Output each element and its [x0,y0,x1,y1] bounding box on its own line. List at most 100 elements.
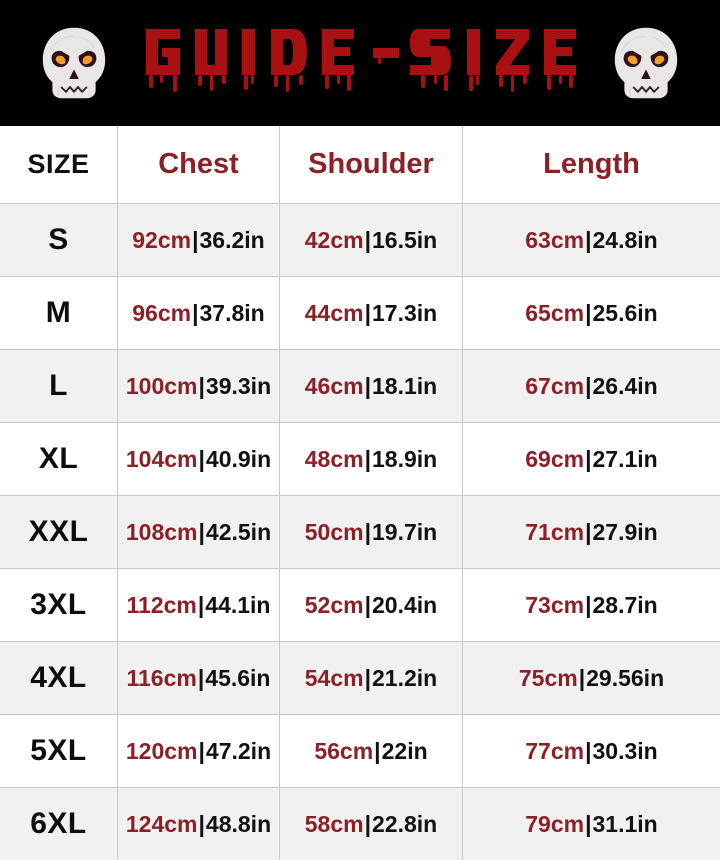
chest-cm-value: 108cm [125,518,198,545]
chest-cm-value: 120cm [125,737,198,764]
length-cm-value: 73cm [525,591,585,618]
length-cm-value: 75cm [518,664,578,691]
shoulder-in-value: 22.8in [372,810,438,837]
cell-shoulder: 46cm | 18.1in [280,350,463,422]
shoulder-cm-value: 42cm [304,226,364,253]
chest-cm-value: 116cm [126,664,197,691]
cell-length: 73cm | 28.7in [463,569,720,641]
shoulder-measurement: 48cm | 18.9in [305,446,437,473]
cell-chest: 116cm | 45.6in [118,642,280,714]
size-label: XXL [28,515,89,548]
length-measurement: 69cm | 27.1in [525,446,657,473]
table-row: XXL 108cm | 42.5in 50cm | 19.7in 71cm | 27.9in [0,496,720,569]
cell-shoulder: 56cm | 22in [280,715,463,787]
cell-size: M [0,277,118,349]
cell-shoulder: 54cm | 21.2in [280,642,463,714]
chest-measurement: 120cm | 47.2in [126,738,271,765]
chest-measurement: 96cm | 37.8in [132,300,264,327]
shoulder-cm-value: 56cm [314,737,374,764]
shoulder-cm-value: 58cm [304,810,364,837]
chest-in-value: 42.5in [205,518,272,545]
column-header-shoulder-label: Shoulder [308,148,434,180]
cell-length: 65cm | 25.6in [463,277,720,349]
unit-separator: | [585,299,592,326]
column-header-chest-label: Chest [158,148,239,180]
length-in-value: 30.3in [592,737,658,764]
cell-chest: 120cm | 47.2in [118,715,280,787]
length-cm-value: 79cm [525,810,585,837]
cell-chest: 108cm | 42.5in [118,496,280,568]
length-measurement: 73cm | 28.7in [525,592,657,619]
chest-cm-value: 92cm [132,226,192,253]
length-cm-value: 69cm [525,445,585,472]
shoulder-in-value: 20.4in [372,591,438,618]
cell-shoulder: 42cm | 16.5in [280,204,463,276]
unit-separator: | [585,737,592,764]
chest-measurement: 112cm | 44.1in [126,592,270,619]
cell-shoulder: 44cm | 17.3in [280,277,463,349]
length-in-value: 27.9in [592,518,658,545]
column-header-length: Length [463,126,720,203]
unit-separator: | [364,664,372,691]
unit-separator: | [192,299,199,326]
length-in-value: 24.8in [592,226,658,253]
table-row: 3XL 112cm | 44.1in 52cm | 20.4in 73cm | 28.7in [0,569,720,642]
shoulder-measurement: 44cm | 17.3in [305,300,437,327]
table-row: M 96cm | 37.8in 44cm | 17.3in 65cm | 25.6in [0,277,720,350]
length-cm-value: 65cm [525,299,585,326]
size-chart-table: SIZE Chest Shoulder Length S 92cm | 36.2in 4… [0,126,720,860]
cell-shoulder: 58cm | 22.8in [280,788,463,860]
unit-separator: | [585,226,592,253]
unit-separator: | [585,591,592,618]
shoulder-measurement: 42cm | 16.5in [305,227,437,254]
shoulder-in-value: 19.7in [372,518,438,545]
table-row: 4XL 116cm | 45.6in 54cm | 21.2in 75cm | 29.56in [0,642,720,715]
length-measurement: 67cm | 26.4in [525,373,657,400]
unit-separator: | [198,810,205,837]
length-cm-value: 71cm [525,518,585,545]
unit-separator: | [585,372,592,399]
chest-measurement: 116cm | 45.6in [126,665,270,692]
cell-chest: 92cm | 36.2in [118,204,280,276]
unit-separator: | [364,226,372,253]
shoulder-cm-value: 46cm [304,372,364,399]
cell-shoulder: 50cm | 19.7in [280,496,463,568]
header-banner [0,0,720,126]
shoulder-in-value: 22in [381,737,428,764]
length-in-value: 25.6in [592,299,658,326]
cell-size: 6XL [0,788,118,860]
cell-size: 4XL [0,642,118,714]
size-label: 6XL [30,807,87,840]
unit-separator: | [192,226,199,253]
size-label: M [45,296,72,329]
chest-measurement: 108cm | 42.5in [126,519,271,546]
length-in-value: 28.7in [592,591,658,618]
chest-measurement: 100cm | 39.3in [126,373,271,400]
skull-icon [42,27,106,99]
column-header-size: SIZE [0,126,118,203]
shoulder-cm-value: 50cm [304,518,364,545]
chest-cm-value: 96cm [132,299,192,326]
shoulder-in-value: 21.2in [372,664,438,691]
unit-separator: | [198,372,205,399]
table-row: L 100cm | 39.3in 46cm | 18.1in 67cm | 26.4in [0,350,720,423]
table-header-row: SIZE Chest Shoulder Length [0,126,720,204]
size-label: 5XL [30,734,87,767]
size-label: XL [38,442,79,475]
page-title [140,23,580,103]
table-row: 5XL 120cm | 47.2in 56cm | 22in 77cm | 30.3in [0,715,720,788]
column-header-chest: Chest [118,126,280,203]
chest-in-value: 48.8in [205,810,272,837]
chest-in-value: 37.8in [199,299,265,326]
table-row: XL 104cm | 40.9in 48cm | 18.9in 69cm | 27.1in [0,423,720,496]
chest-measurement: 124cm | 48.8in [126,811,271,838]
cell-length: 79cm | 31.1in [463,788,720,860]
length-cm-value: 77cm [525,737,585,764]
length-cm-value: 67cm [525,372,585,399]
chest-cm-value: 124cm [125,810,198,837]
unit-separator: | [364,372,372,399]
unit-separator: | [364,518,372,545]
cell-length: 75cm | 29.56in [463,642,720,714]
shoulder-cm-value: 44cm [304,299,364,326]
shoulder-in-value: 16.5in [372,226,438,253]
